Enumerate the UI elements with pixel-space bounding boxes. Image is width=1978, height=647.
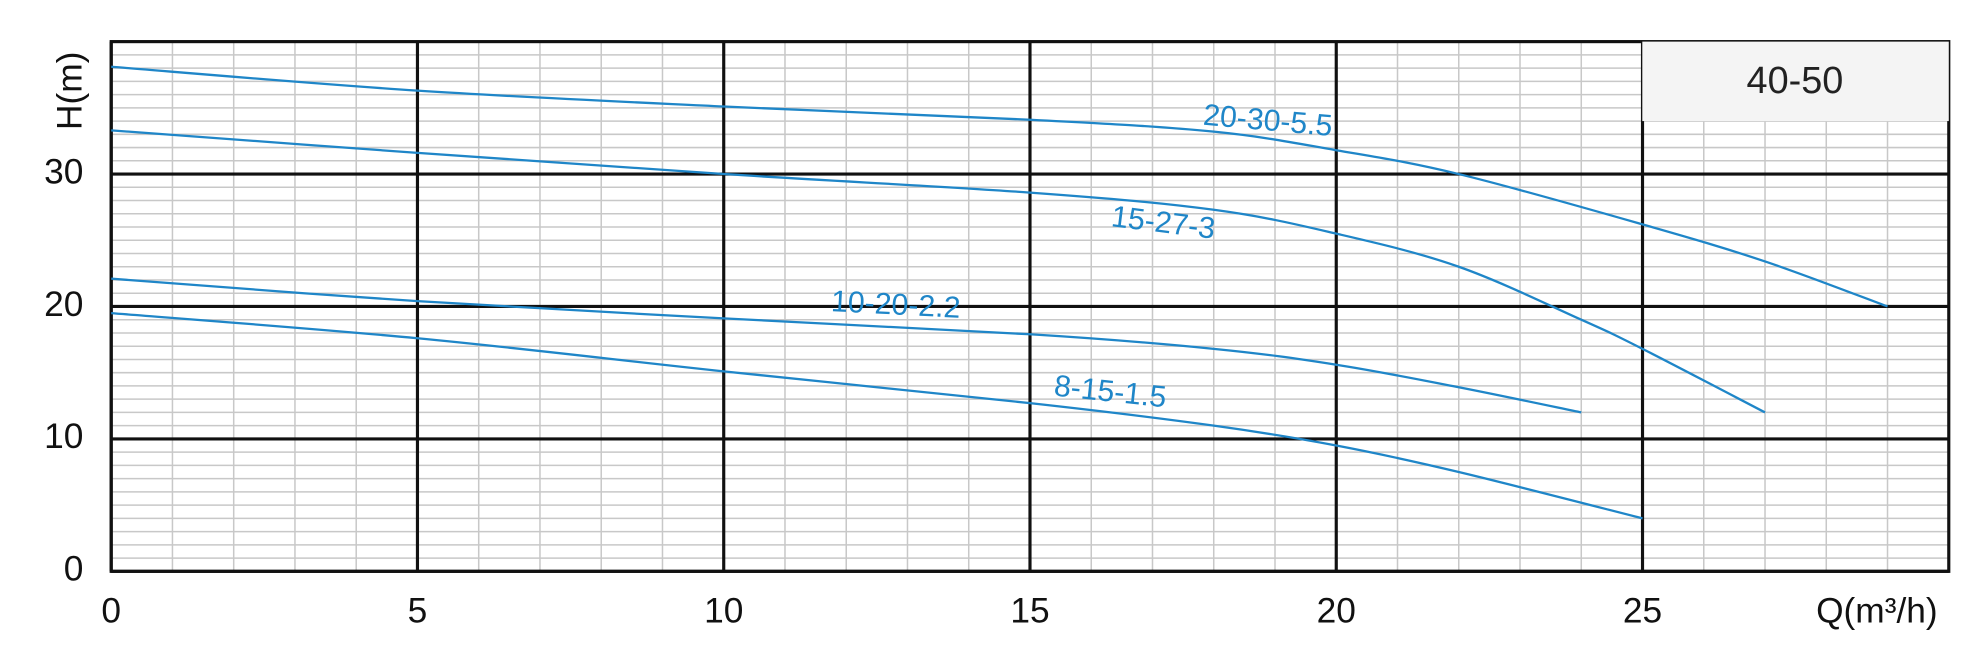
x-tick-label: 10 xyxy=(704,591,743,630)
x-tick-label: 20 xyxy=(1317,591,1356,630)
major-grid xyxy=(109,40,1951,573)
y-tick-label: 0 xyxy=(64,550,84,589)
curve-label: 10-20-2.2 xyxy=(830,285,961,325)
curve xyxy=(111,277,1582,414)
curve-label: 20-30-5.5 xyxy=(1202,99,1334,143)
y-tick-label: 20 xyxy=(44,285,83,324)
curve xyxy=(111,129,1766,414)
title-box xyxy=(1642,41,1949,122)
y-axis-label: H(m) xyxy=(50,52,89,130)
curve xyxy=(111,65,1888,308)
x-axis-label: Q(m³/h) xyxy=(1816,591,1938,630)
y-tick-label: 30 xyxy=(44,152,83,191)
chart-title: 40-50 xyxy=(1747,60,1844,102)
x-tick-label: 0 xyxy=(101,591,121,630)
plot-frame xyxy=(109,40,1951,573)
curves: 20-30-5.515-27-310-20-2.28-15-1.5 xyxy=(111,65,1888,520)
x-tick-label: 25 xyxy=(1623,591,1662,630)
tick-labels: 0 5 10 15 20 25 0 10 20 30 xyxy=(44,152,1662,630)
curve xyxy=(111,311,1643,520)
x-tick-label: 5 xyxy=(408,591,428,630)
y-tick-label: 10 xyxy=(44,417,83,456)
x-tick-label: 15 xyxy=(1010,591,1049,630)
